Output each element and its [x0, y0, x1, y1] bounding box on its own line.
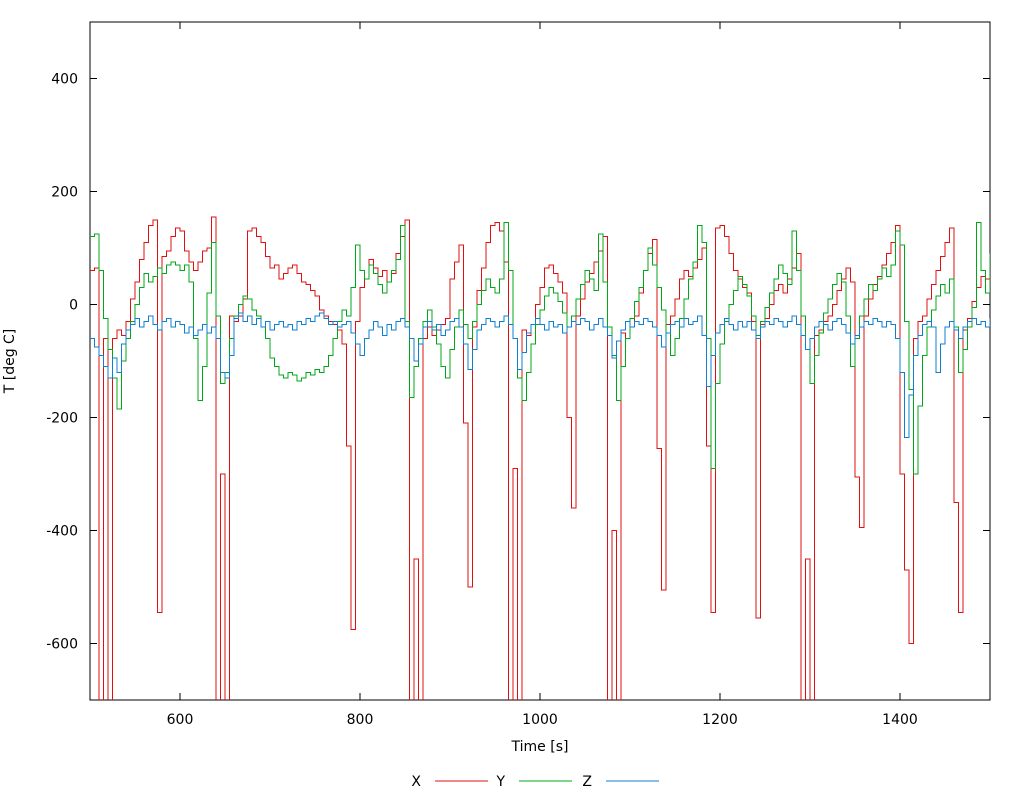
series-layer: [90, 216, 990, 700]
y-tick-label: 0: [69, 298, 78, 314]
legend-label-y: Y: [495, 774, 505, 790]
x-tick-label: 1000: [522, 712, 558, 728]
y-tick-label: -400: [46, 524, 78, 540]
series-line-y: [90, 222, 990, 475]
x-tick-label: 1200: [702, 712, 738, 728]
axis-ticks: [90, 22, 990, 700]
x-tick-label: 1400: [882, 712, 918, 728]
series-line-x: [90, 216, 990, 700]
y-axis-title: T [deg C]: [2, 329, 18, 395]
series-line-z: [90, 312, 990, 438]
legend-label-z: Z: [582, 774, 592, 790]
y-tick-label: 200: [51, 185, 78, 201]
x-axis-title: Time [s]: [511, 739, 569, 755]
x-tick-label: 600: [167, 712, 194, 728]
axis-tick-labels: 600 800 1000 1200 1400 400 200 0 -200 -400 -600: [46, 72, 918, 729]
legend-label-x: X: [411, 774, 421, 790]
y-tick-label: -200: [46, 411, 78, 427]
x-tick-label: 800: [347, 712, 374, 728]
legend: X Y Z: [411, 774, 659, 790]
y-tick-label: -600: [46, 637, 78, 653]
y-tick-label: 400: [51, 72, 78, 88]
